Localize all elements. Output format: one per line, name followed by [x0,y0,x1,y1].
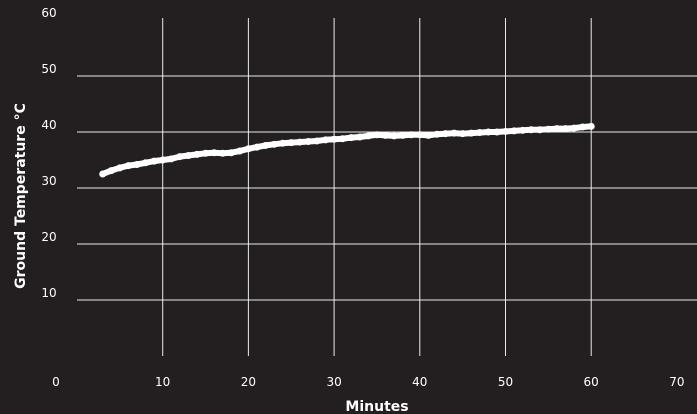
series-0-point [339,135,347,143]
series-0-point [330,135,338,143]
series-0-point [270,140,278,148]
x-axis-title: Minutes [345,399,408,414]
x-tick-20: 20 [241,375,256,389]
series-0-point [433,130,441,138]
x-tick-0: 0 [52,375,60,389]
y-tick-60: 60 [41,6,56,20]
y-axis-tick-labels: 10 20 30 40 50 60 [41,6,56,300]
x-tick-10: 10 [155,375,170,389]
series-group [99,122,595,178]
series-0-line [99,123,595,177]
series-0-point [416,131,424,139]
series-0-point [442,130,450,138]
y-tick-20: 20 [41,230,56,244]
series-0-point [579,123,587,131]
y-tick-10: 10 [41,286,56,300]
series-0-point [159,156,167,164]
series-0-point [510,127,518,135]
series-0-point [193,150,201,158]
series-0-point [167,155,175,163]
series-0-point [356,133,364,141]
vertical-gridlines [162,18,592,356]
series-0-point [219,149,227,157]
series-0-point [253,143,261,151]
series-0-point [296,138,304,146]
x-tick-50: 50 [498,375,513,389]
series-0-point [570,124,578,132]
series-0-point [484,128,492,136]
y-axis-title: Ground Temperature °C [13,103,29,289]
series-0-point [279,139,287,147]
series-0-point [133,160,141,168]
y-tick-30: 30 [41,174,56,188]
series-0-point [210,149,218,157]
series-0-point [227,149,235,157]
series-0-point [322,136,330,144]
series-0-point [502,127,509,135]
x-tick-40: 40 [412,375,427,389]
series-0-point [124,162,132,170]
series-0-point [202,149,210,157]
series-0-point [424,131,432,139]
series-0-point [493,128,501,136]
series-0-point [476,129,484,137]
series-0-point [107,167,115,175]
x-axis-tick-labels: 0 10 20 30 40 50 60 70 [52,375,684,389]
series-0-point [390,132,398,140]
series-0-point [527,126,535,134]
series-0-point [407,131,415,139]
y-tick-40: 40 [41,118,56,132]
series-0-point [116,164,124,172]
series-0-point [536,126,544,134]
x-tick-60: 60 [584,375,599,389]
series-0-point [553,125,561,133]
series-0-point [99,170,107,178]
series-0-point [587,122,595,130]
horizontal-gridlines [77,75,697,301]
series-0-point [244,145,252,153]
series-0-point [519,126,527,134]
series-0-point [236,147,244,155]
series-0-point [382,131,390,139]
series-0-point [262,141,270,149]
series-0-point [544,125,552,133]
x-tick-30: 30 [326,375,341,389]
series-0-point [399,131,407,139]
series-0-point [184,152,192,160]
series-0-point [313,137,321,145]
series-0-point [304,138,312,146]
series-0-point [561,125,569,133]
series-0-point [364,132,372,140]
x-tick-70: 70 [669,375,684,389]
series-0-point [176,153,184,161]
series-0-point [287,139,295,147]
series-0-point [347,134,355,142]
y-tick-50: 50 [41,62,56,76]
series-0-point [459,130,467,138]
series-0-point [450,129,458,137]
series-0-point [467,129,475,137]
series-0-point [142,159,150,167]
series-0-point [150,157,158,165]
series-0-point [373,131,381,139]
